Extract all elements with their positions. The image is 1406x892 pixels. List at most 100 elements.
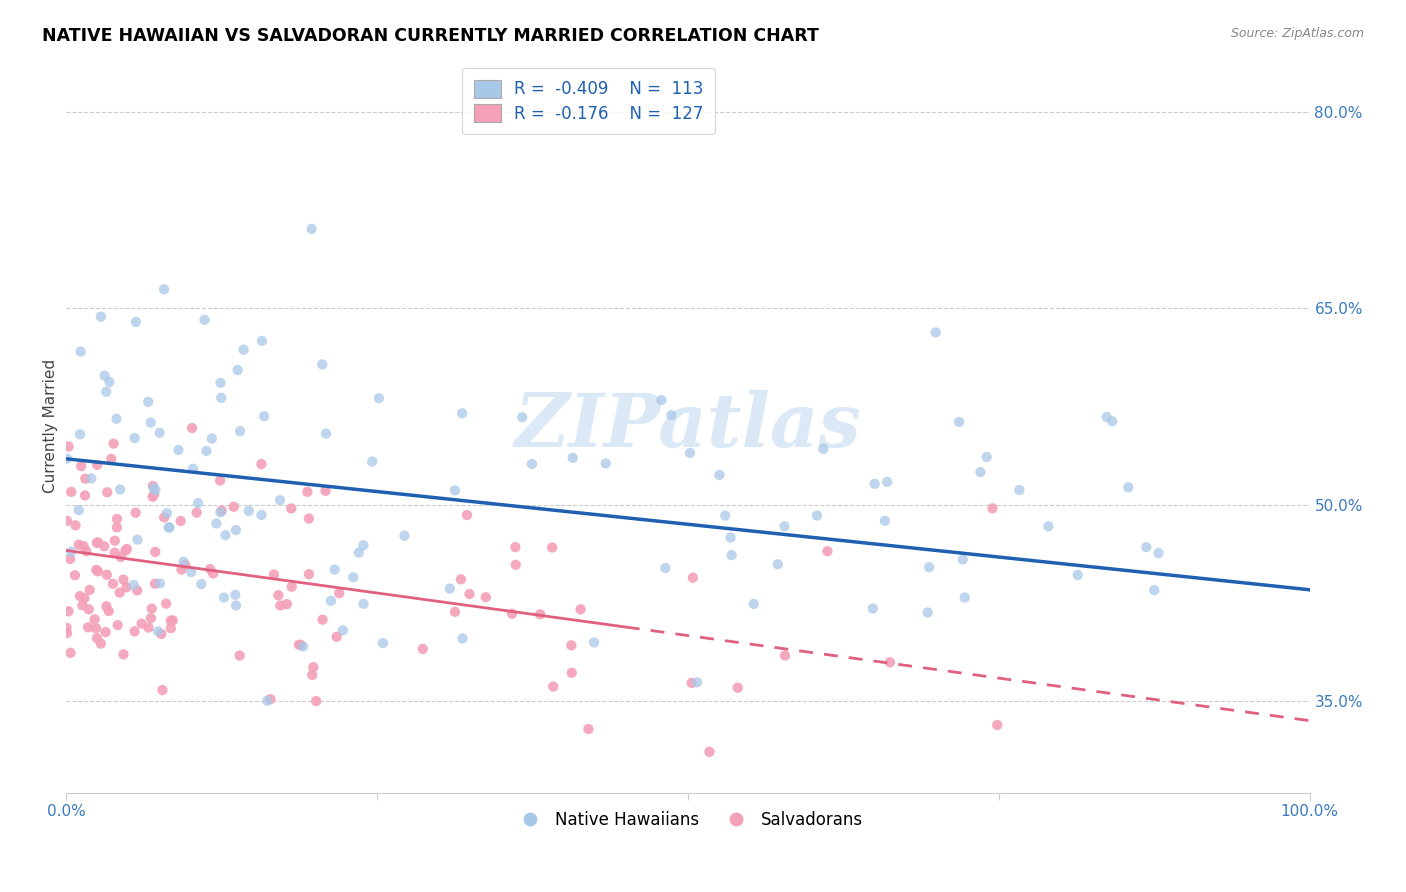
Point	[302, 660, 325, 674]
Point	[143, 576, 166, 591]
Point	[301, 668, 323, 682]
Point	[143, 488, 166, 502]
Point	[139, 416, 162, 430]
Point	[67, 538, 90, 552]
Text: Source: ZipAtlas.com: Source: ZipAtlas.com	[1230, 27, 1364, 40]
Point	[198, 562, 221, 576]
Point	[541, 680, 564, 694]
Point	[225, 523, 247, 537]
Point	[709, 468, 731, 483]
Point	[145, 483, 167, 498]
Point	[94, 625, 117, 640]
Point	[263, 567, 285, 582]
Point	[394, 529, 416, 543]
Point	[1135, 540, 1157, 554]
Point	[450, 572, 472, 586]
Point	[727, 681, 749, 695]
Point	[269, 493, 291, 508]
Point	[576, 722, 599, 736]
Point	[209, 474, 232, 488]
Point	[813, 442, 835, 456]
Point	[96, 599, 118, 614]
Point	[529, 607, 551, 622]
Point	[125, 315, 148, 329]
Point	[195, 444, 218, 458]
Point	[298, 511, 321, 525]
Point	[181, 421, 204, 435]
Point	[583, 635, 606, 649]
Point	[75, 472, 97, 486]
Point	[986, 718, 1008, 732]
Point	[297, 484, 319, 499]
Point	[773, 648, 796, 663]
Point	[650, 392, 672, 407]
Point	[138, 621, 160, 635]
Point	[267, 588, 290, 602]
Point	[315, 426, 337, 441]
Point	[181, 462, 204, 476]
Point	[686, 675, 709, 690]
Point	[155, 597, 177, 611]
Point	[353, 597, 375, 611]
Point	[681, 676, 703, 690]
Point	[69, 344, 91, 359]
Point	[918, 560, 941, 574]
Point	[70, 458, 93, 473]
Point	[311, 358, 333, 372]
Point	[288, 638, 311, 652]
Point	[84, 563, 107, 577]
Point	[319, 594, 342, 608]
Point	[97, 604, 120, 618]
Point	[141, 601, 163, 615]
Point	[86, 458, 108, 472]
Point	[127, 583, 149, 598]
Point	[157, 520, 180, 534]
Point	[80, 471, 103, 485]
Point	[505, 558, 527, 572]
Point	[96, 485, 118, 500]
Point	[661, 408, 683, 422]
Point	[180, 566, 202, 580]
Point	[595, 457, 617, 471]
Point	[501, 607, 523, 621]
Point	[77, 620, 100, 634]
Point	[142, 490, 165, 504]
Point	[90, 637, 112, 651]
Point	[115, 580, 138, 594]
Point	[162, 614, 184, 628]
Point	[73, 488, 96, 502]
Point	[342, 570, 364, 584]
Point	[143, 545, 166, 559]
Point	[876, 475, 898, 489]
Point	[451, 406, 474, 420]
Point	[1095, 410, 1118, 425]
Point	[456, 508, 478, 522]
Point	[86, 631, 108, 645]
Point	[214, 528, 236, 542]
Point	[142, 479, 165, 493]
Point	[202, 566, 225, 581]
Point	[863, 476, 886, 491]
Point	[83, 612, 105, 626]
Point	[444, 605, 467, 619]
Point	[280, 501, 302, 516]
Point	[682, 571, 704, 585]
Point	[93, 539, 115, 553]
Point	[276, 597, 298, 611]
Point	[209, 376, 232, 390]
Point	[1066, 568, 1088, 582]
Point	[290, 638, 312, 652]
Point	[1147, 546, 1170, 560]
Point	[269, 599, 291, 613]
Point	[87, 535, 110, 549]
Point	[136, 395, 159, 409]
Point	[63, 568, 86, 582]
Point	[679, 446, 702, 460]
Point	[301, 222, 323, 236]
Point	[561, 450, 583, 465]
Point	[139, 611, 162, 625]
Point	[114, 543, 136, 558]
Point	[862, 601, 884, 615]
Point	[56, 626, 79, 640]
Text: NATIVE HAWAIIAN VS SALVADORAN CURRENTLY MARRIED CORRELATION CHART: NATIVE HAWAIIAN VS SALVADORAN CURRENTLY …	[42, 27, 820, 45]
